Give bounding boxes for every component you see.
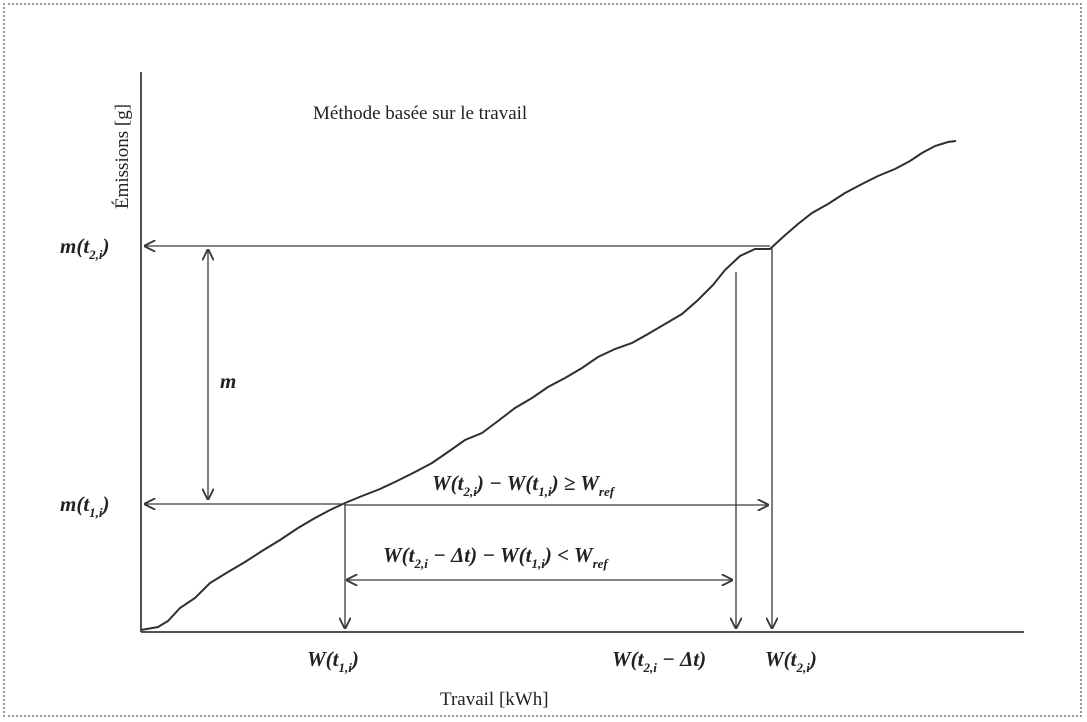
W-t2-minus-dt-label: W(t2,i − Δt) [612, 647, 706, 675]
m-t2-label: m(t2,i) [60, 234, 110, 262]
W-t2-label: W(t2,i) [765, 647, 817, 675]
diagram-title: Méthode basée sur le travail [313, 103, 527, 124]
inequality-lower: W(t2,i − Δt) − W(t1,i) < Wref [383, 543, 609, 571]
y-axis-label: Émissions [g] [111, 104, 133, 209]
m-label: m [220, 369, 236, 393]
cumulative-emissions-curve [140, 140, 957, 631]
inequality-upper: W(t2,i) − W(t1,i) ≥ Wref [432, 471, 616, 499]
m-t1-label: m(t1,i) [60, 492, 110, 520]
page-border [3, 3, 1082, 717]
W-t1-label: W(t1,i) [307, 647, 359, 675]
x-axis-label: Travail [kWh] [440, 689, 549, 710]
